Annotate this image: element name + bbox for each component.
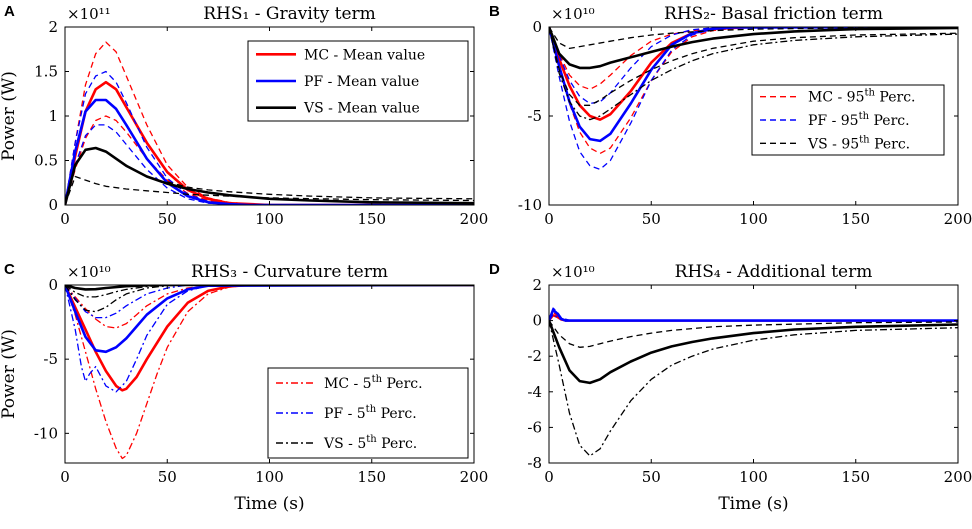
panel-D: 0 50 100 150 200 -8 -6 -4 -2 0 2 ×10¹⁰ RHS₄ - Additi…: [489, 261, 972, 514]
y-tick-label: 2: [48, 18, 58, 36]
x-tick-label: 50: [158, 210, 177, 228]
y-tick-label: 1: [48, 107, 58, 125]
series-line-pf-5th-perc-: [65, 285, 474, 393]
y-tick-label: -10: [34, 424, 58, 442]
panel-A: 0 50 100 150 200 0 0.5 1 1.5 2 ×10¹¹ RHS₁ - Gravity…: [0, 3, 488, 228]
series-group: [549, 307, 958, 457]
chart-title: RHS₃ - Curvature term: [191, 262, 388, 282]
series-line-pf-mean-value: [549, 308, 958, 322]
chart-title: RHS₄ - Additional term: [675, 262, 873, 282]
axis-exponent: ×10¹⁰: [551, 263, 595, 281]
x-tick-label: 50: [158, 468, 177, 486]
series-group: [65, 285, 474, 460]
y-axis-label: Power (W): [0, 71, 19, 161]
legend-label: VS - 95th Perc.: [807, 134, 910, 152]
y-tick-label: 0: [48, 196, 58, 214]
panel-letter: B: [489, 3, 500, 20]
y-tick-label: 2: [532, 276, 542, 294]
x-tick-label: 200: [460, 468, 489, 486]
panel-letter: A: [4, 3, 15, 20]
series-line-vs-mean-value: [549, 320, 958, 385]
series-line-pf-perc-upper: [549, 307, 958, 322]
legend-label: VS - Mean value: [303, 101, 420, 117]
series-line-vs-additional: [549, 27, 958, 121]
x-tick-label: 150: [841, 468, 870, 486]
series-line-mc-5th-perc-: [65, 115, 474, 205]
x-tick-label: 150: [357, 468, 386, 486]
legend-label: PF - 5th Perc.: [324, 404, 417, 422]
series-line-vs-95th-perc-: [549, 320, 958, 348]
x-tick-label: 200: [944, 210, 972, 228]
series-line-vs-95th-perc-: [549, 27, 958, 106]
x-tick-label: 200: [944, 468, 972, 486]
y-tick-label: -2: [527, 347, 542, 365]
series-line-pf-mean-value: [65, 285, 474, 354]
y-axis-label: Power (W): [0, 329, 19, 419]
x-tick-label: 0: [544, 210, 554, 228]
x-tick-label: 200: [460, 210, 489, 228]
panel-C: 0 50 100 150 200 -10 -5 0 ×10¹⁰ RHS₃ - Curvature …: [0, 261, 488, 514]
legend-label: PF - Mean value: [304, 74, 419, 90]
legend-label: MC - 95th Perc.: [808, 88, 915, 106]
y-tick-label: 0.5: [34, 152, 58, 170]
x-tick-label: 100: [255, 210, 284, 228]
legend-label: MC - 5th Perc.: [324, 374, 423, 392]
series-line-mc-mean-value: [65, 80, 474, 205]
legend: MC - 95th Perc. PF - 95th Perc. VS - 95th …: [751, 84, 945, 156]
x-tick-label: 0: [60, 210, 70, 228]
legend-label: MC - Mean value: [304, 47, 425, 63]
chart-title: RHS₂- Basal friction term: [664, 4, 883, 24]
series-line-pf-5th-perc-: [549, 27, 958, 105]
series-line-mc-mean-value: [65, 285, 474, 392]
panel-letter: D: [489, 261, 500, 278]
y-tick-label: 0: [48, 276, 58, 294]
series-line-vs-5th-perc-: [65, 175, 474, 205]
axis-exponent: ×10¹⁰: [551, 5, 595, 23]
legend: MC - Mean value PF - Mean value VS - Mean …: [247, 40, 469, 122]
x-axis-label: Time (s): [234, 494, 304, 514]
series-line-vs-mean-value: [65, 146, 474, 205]
series-line-pf-perc-lower: [549, 313, 958, 322]
legend: MC - 5th Perc. PF - 5th Perc. VS - 5th Per…: [267, 367, 469, 459]
legend-label: PF - 95th Perc.: [808, 111, 910, 129]
series-line-pf-95th-perc-: [65, 285, 474, 319]
y-tick-label: 0: [532, 312, 542, 330]
y-tick-label: -5: [43, 350, 58, 368]
y-tick-label: 1.5: [34, 63, 58, 81]
series-group: [549, 27, 958, 171]
series-line-pf-95th-perc-: [549, 27, 958, 171]
series-line-vs-95th-perc-: [65, 285, 474, 298]
axis-exponent: ×10¹¹: [67, 5, 111, 23]
y-tick-label: -6: [527, 418, 542, 436]
x-axis-label: Time (s): [718, 494, 788, 514]
x-tick-label: 150: [841, 210, 870, 228]
series-line-mc-5th-perc-: [65, 285, 474, 460]
x-tick-label: 100: [255, 468, 284, 486]
y-tick-label: -8: [527, 454, 542, 472]
y-tick-label: -5: [527, 107, 542, 125]
y-tick-label: -10: [518, 196, 542, 214]
legend-label: VS - 5th Perc.: [323, 434, 417, 452]
panel-letter: C: [4, 261, 15, 278]
y-tick-label: 0: [532, 18, 542, 36]
series-line-mc-95th-perc-: [65, 41, 474, 205]
x-tick-label: 150: [357, 210, 386, 228]
panel-B: 0 50 100 150 200 -10 -5 0 ×10¹⁰ RHS₂- Basal frict…: [489, 3, 972, 228]
x-tick-label: 0: [544, 468, 554, 486]
chart-title: RHS₁ - Gravity term: [203, 4, 376, 24]
axis-exponent: ×10¹⁰: [67, 263, 111, 281]
series-line-vs-5th-perc-: [549, 320, 958, 457]
x-tick-label: 0: [60, 468, 70, 486]
axes-box: [548, 284, 959, 464]
x-tick-label: 50: [642, 210, 661, 228]
series-line-vs-95th-perc-: [167, 181, 474, 200]
x-tick-label: 100: [739, 468, 768, 486]
series-line-vs-5th-perc-: [65, 285, 474, 313]
x-tick-label: 50: [642, 468, 661, 486]
series-line-vs-mean-value: [549, 27, 958, 70]
x-tick-label: 100: [739, 210, 768, 228]
y-tick-label: -4: [527, 383, 542, 401]
